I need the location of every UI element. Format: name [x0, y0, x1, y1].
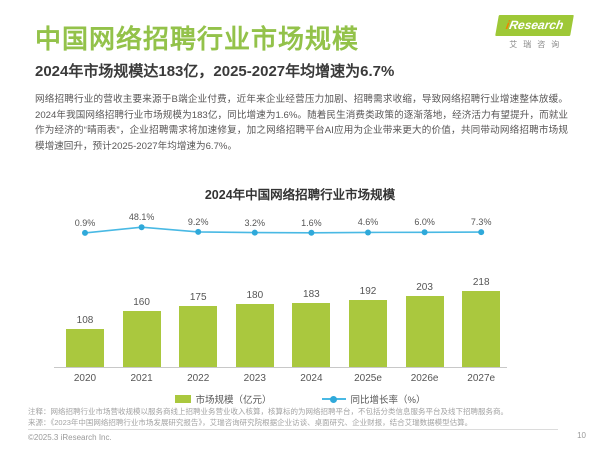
growth-point: [138, 224, 145, 231]
growth-value-label: 7.3%: [470, 217, 492, 228]
page-subtitle: 2024年市场规模达183亿，2025-2027年均增速为6.7%: [35, 63, 395, 80]
growth-value-label: 3.2%: [244, 217, 266, 228]
legend-item-market-size: 市场规模（亿元）: [174, 392, 272, 406]
footer-divider: [28, 429, 558, 430]
x-axis-line: [54, 367, 507, 368]
growth-line-chart: [82, 224, 485, 236]
bar-value-label: 160: [133, 297, 150, 308]
bar: [66, 329, 104, 367]
intro-paragraph: 网络招聘行业的营收主要来源于B端企业付费，近年来企业经营压力加剧、招聘需求收缩，…: [35, 94, 568, 152]
bar: [235, 304, 274, 367]
chart-legend: 市场规模（亿元） 同比增长率（%）: [0, 392, 600, 406]
x-axis-label: 2023: [243, 373, 266, 384]
chart-canvas: 108 2020 0.9% 160 2021 48.1% 175 2022 9.2% 180 202…: [0, 205, 600, 391]
logo-brand-text: Research: [507, 18, 565, 32]
bar-value-label: 175: [189, 291, 207, 303]
growth-value-label: 6.0%: [414, 217, 435, 228]
legend-item-growth-rate: 同比增长率（%）: [321, 392, 426, 406]
growth-point: [421, 229, 428, 236]
growth-value-label: 0.9%: [74, 217, 96, 228]
footnotes: 注释：网络招聘行业市场营收规模以服务商线上招聘业务营业收入核算，核算标的为网络招…: [28, 407, 572, 429]
growth-value-label: 48.1%: [128, 212, 155, 223]
bar: [122, 311, 161, 367]
growth-point: [251, 229, 258, 236]
bar: [349, 299, 387, 367]
growth-value-label: 4.6%: [357, 217, 379, 228]
bar-value-label: 203: [416, 281, 433, 293]
growth-value-label: 1.6%: [301, 217, 322, 228]
x-axis-label: 2025e: [354, 373, 382, 384]
growth-point: [365, 229, 371, 236]
bar-value-label: 218: [472, 276, 490, 288]
bar: [292, 302, 331, 367]
x-axis-label: 2026e: [410, 373, 439, 384]
copyright-text: ©2025.3 iResearch Inc.: [28, 433, 112, 442]
legend-label-growth-rate: 同比增长率（%）: [350, 395, 426, 406]
bar-value-label: 183: [303, 288, 320, 300]
x-axis-label: 2022: [187, 373, 210, 384]
bar: [179, 305, 218, 367]
bar-series-swatch-icon: [174, 395, 191, 403]
legend-label-market-size: 市场规模（亿元）: [195, 395, 272, 406]
bar-value-label: 192: [359, 285, 377, 297]
page-number: 10: [577, 431, 586, 440]
x-axis-label: 2020: [73, 373, 97, 384]
bar: [462, 290, 501, 367]
growth-polyline: [84, 226, 482, 234]
growth-point: [82, 229, 88, 236]
line-series-swatch-icon: [321, 395, 346, 403]
footnote-source: 来源：《2023年中国网络招聘行业市场发展研究报告》，艾瑞咨询研究院根据企业访谈…: [28, 417, 473, 427]
x-axis-label: 2027e: [467, 373, 496, 384]
bar-value-label: 108: [76, 315, 94, 327]
footnote-annotation: 注释：网络招聘行业市场营收规模以服务商线上招聘业务营业收入核算，核算标的为网络招…: [28, 407, 508, 416]
growth-point: [308, 229, 315, 236]
x-axis-label: 2021: [130, 373, 153, 384]
bar-value-label: 180: [246, 290, 264, 301]
line-dot-icon: [330, 395, 338, 403]
chart-title: 2024年中国网络招聘行业市场规模: [204, 188, 396, 202]
logo-chinese-name: 艾瑞咨询: [509, 40, 566, 49]
bar: [405, 295, 444, 367]
iresearch-logo: iResearch 艾瑞咨询: [494, 15, 574, 50]
page-title: 中国网络招聘行业市场规模: [35, 24, 360, 54]
growth-point: [478, 229, 485, 236]
x-axis-label: 2024: [300, 373, 323, 384]
growth-point: [195, 228, 202, 235]
iresearch-logo-mark: iResearch: [494, 15, 574, 36]
growth-value-label: 9.2%: [187, 216, 209, 227]
